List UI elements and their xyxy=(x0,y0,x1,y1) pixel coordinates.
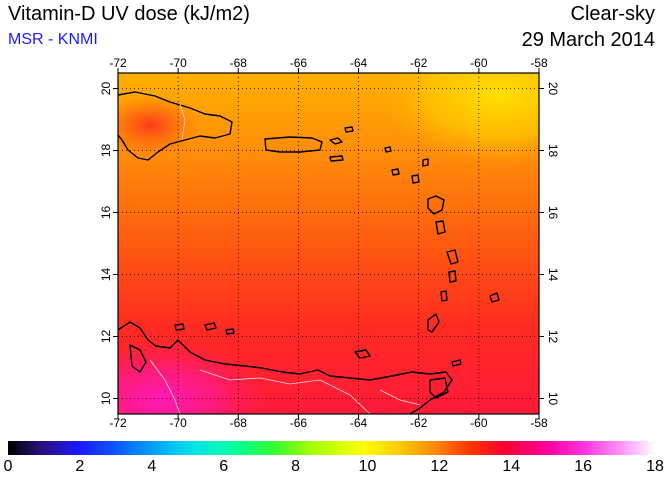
bottom-lon-label: -66 xyxy=(290,416,308,430)
colorbar xyxy=(8,441,655,455)
right-lat-label: 10 xyxy=(546,392,560,406)
axis-ticks: -72 -72 -70 -70 -68 -68 -66 -66 -64 -64 -62 -62 -60 -… xyxy=(99,56,560,430)
right-lat-label: 12 xyxy=(546,330,560,344)
bottom-lon-label: -70 xyxy=(169,416,187,430)
st-kitts xyxy=(411,158,429,184)
venezuela-coast xyxy=(118,321,453,414)
trinidad xyxy=(429,377,449,399)
date-label: 29 March 2014 xyxy=(521,29,655,51)
colorbar-label: 2 xyxy=(75,458,85,475)
colorbar-label: 16 xyxy=(574,458,593,475)
coastlines xyxy=(118,91,500,414)
left-lat-label: 20 xyxy=(99,82,113,96)
grenada xyxy=(427,313,440,333)
top-lon-label: -60 xyxy=(470,56,488,70)
bottom-lon-label: -58 xyxy=(530,416,548,430)
st-lucia xyxy=(448,270,457,283)
tobago xyxy=(451,359,462,367)
colorbar-label: 6 xyxy=(219,458,229,475)
dominica xyxy=(435,220,446,235)
colorbar-label: 0 xyxy=(3,458,13,475)
source-label: MSR - KNMI xyxy=(8,31,98,48)
margarita xyxy=(354,349,371,359)
puerto-rico-coast xyxy=(264,136,323,153)
top-lon-label: -70 xyxy=(169,56,187,70)
maracaibo xyxy=(129,344,147,373)
barbados xyxy=(489,292,500,303)
right-lat-label: 16 xyxy=(546,206,560,220)
anguilla xyxy=(384,146,400,176)
left-lat-label: 14 xyxy=(99,268,113,282)
bottom-lon-label: -60 xyxy=(470,416,488,430)
colorbar-label: 14 xyxy=(502,458,521,475)
colorbar-label: 10 xyxy=(358,458,377,475)
bottom-lon-label: -64 xyxy=(350,416,368,430)
colorbar-label: 8 xyxy=(291,458,300,475)
bottom-lon-label: -68 xyxy=(230,416,248,430)
bottom-lon-label: -62 xyxy=(410,416,428,430)
colorbar-label: 18 xyxy=(646,458,664,475)
martinique xyxy=(446,249,459,265)
hispaniola-coast xyxy=(118,91,233,161)
right-lat-label: 18 xyxy=(546,144,560,158)
uv-field xyxy=(118,73,539,414)
right-lat-label: 20 xyxy=(546,82,560,96)
st-vincent xyxy=(440,290,448,302)
top-lon-label: -62 xyxy=(410,56,428,70)
bottom-lon-label: -72 xyxy=(109,416,127,430)
top-lon-label: -66 xyxy=(290,56,308,70)
top-lon-label: -68 xyxy=(230,56,248,70)
virgin-islands xyxy=(329,126,354,145)
map-frame xyxy=(117,72,540,415)
uv-dose-map: -72 -72 -70 -70 -68 -68 -66 -66 -64 -64 -62 -62 -60 -… xyxy=(99,56,560,430)
guadeloupe xyxy=(427,195,445,215)
left-lat-label: 10 xyxy=(99,392,113,406)
top-lon-label: -72 xyxy=(109,56,127,70)
left-lat-label: 12 xyxy=(99,330,113,344)
left-lat-label: 16 xyxy=(99,206,113,220)
right-lat-label: 14 xyxy=(546,268,560,282)
colorbar-label: 4 xyxy=(147,458,157,475)
top-lon-label: -58 xyxy=(530,56,548,70)
left-lat-label: 18 xyxy=(99,144,113,158)
map-title: Vitamin-D UV dose (kJ/m2) xyxy=(8,3,250,25)
colorbar-label: 12 xyxy=(430,458,449,475)
vieques xyxy=(329,155,344,162)
country-borders xyxy=(149,103,421,414)
abc-islands xyxy=(174,322,235,335)
sky-condition-label: Clear-sky xyxy=(570,3,655,25)
top-lon-label: -64 xyxy=(350,56,368,70)
